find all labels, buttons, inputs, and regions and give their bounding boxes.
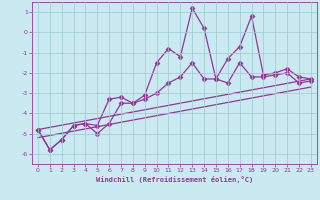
X-axis label: Windchill (Refroidissement éolien,°C): Windchill (Refroidissement éolien,°C) — [96, 176, 253, 183]
